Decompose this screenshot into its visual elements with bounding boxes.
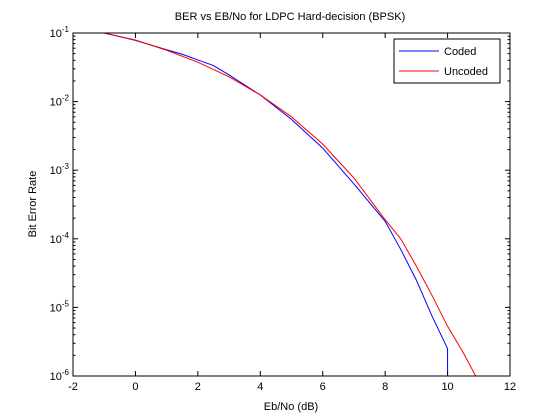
y-tick-label: 10-5: [50, 299, 70, 314]
y-tick-label: 10-4: [50, 231, 70, 246]
series-line-uncoded: [104, 32, 477, 377]
x-axis-title: Eb/No (dB): [264, 401, 318, 413]
x-tick-label: 0: [132, 381, 138, 393]
x-tick-label: 10: [441, 381, 453, 393]
y-tick-label: 10-6: [50, 368, 70, 383]
x-tick-label: 4: [257, 381, 263, 393]
legend: Coded Uncoded: [393, 38, 501, 84]
legend-label-coded: Coded: [444, 46, 476, 58]
x-tick-label: 2: [195, 381, 201, 393]
series-layer: [104, 32, 477, 377]
x-tick-label: 6: [320, 381, 326, 393]
plot-area: -2 0 2 4 6 8 10 12 10-1 10-2 10-3 10-4 10-5 10-6: [50, 25, 517, 393]
series-line-coded: [104, 32, 450, 377]
y-tick-label: 10-1: [50, 25, 70, 40]
chart-title: BER vs EB/No for LDPC Hard-decision (BPS…: [175, 11, 405, 23]
ticks-layer: -2 0 2 4 6 8 10 12 10-1 10-2 10-3 10-4 10-5 10-6: [50, 25, 517, 393]
y-tick-label: 10-2: [50, 94, 70, 109]
y-tick-label: 10-3: [50, 162, 70, 177]
y-axis-title: Bit Error Rate: [27, 171, 39, 238]
legend-box: [393, 38, 501, 84]
x-tick-label: 8: [382, 381, 388, 393]
legend-label-uncoded: Uncoded: [444, 66, 488, 78]
x-tick-label: 12: [504, 381, 516, 393]
plot-frame: [72, 32, 511, 377]
x-tick-label: -2: [68, 381, 78, 393]
